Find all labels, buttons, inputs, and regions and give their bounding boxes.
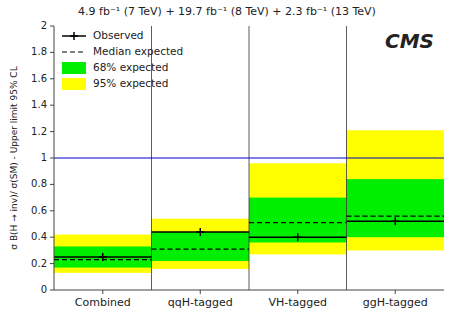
observed-marker: [391, 217, 399, 225]
y-tick-label: 1: [41, 152, 47, 163]
expected-line: [249, 222, 347, 223]
y-tick-label: 0.8: [31, 178, 47, 189]
band: [347, 179, 445, 237]
legend-label: Observed: [93, 29, 144, 41]
x-tick: [395, 290, 396, 294]
y-tick: [50, 158, 54, 159]
legend-label: 95% expected: [93, 77, 168, 89]
y-tick: [50, 131, 54, 132]
y-tick-label: 1.4: [31, 99, 47, 110]
y-tick: [50, 263, 54, 264]
x-tick: [297, 290, 298, 294]
expected-line: [347, 215, 445, 216]
observed-marker: [196, 228, 204, 236]
y-tick: [50, 26, 54, 27]
legend-label: 68% expected: [93, 61, 168, 73]
y-tick-label: 0.2: [31, 258, 47, 269]
expected-line: [152, 248, 250, 249]
band: [347, 130, 445, 250]
x-axis: [54, 290, 444, 291]
reference-line: [54, 157, 444, 158]
axes: 0 0.2 0.4 0.6 0.8 1 1.2 1.4 1.6 1.8 2 Combined qqH-t…: [31, 20, 444, 309]
y-tick-label: 2: [41, 20, 47, 31]
band: [249, 163, 347, 254]
y-tick: [50, 105, 54, 106]
y-tick-label: 0.6: [31, 205, 47, 216]
x-tick-label: ggH-tagged: [363, 296, 428, 309]
band: [152, 219, 250, 269]
y-tick-label: 1.8: [31, 46, 47, 57]
x-tick-label: VH-tagged: [268, 296, 327, 309]
y-tick: [50, 237, 54, 238]
x-tick-label: Combined: [75, 296, 131, 309]
y-tick: [50, 210, 54, 211]
x-tick: [200, 290, 201, 294]
band: [54, 235, 152, 273]
title: 4.9 fb⁻¹ (7 TeV) + 19.7 fb⁻¹ (8 TeV) + 2…: [78, 5, 376, 18]
legend-swatch: [62, 51, 86, 52]
y-axis-label: σ B(H → inv)/ σ(SM) - Upper limit 95% CL: [9, 66, 19, 249]
band: [152, 232, 250, 261]
y-tick: [50, 184, 54, 185]
band: [54, 246, 152, 267]
legend: Observed Median expected 68% expected 95% e…: [62, 29, 183, 90]
marks: [54, 26, 444, 290]
legend-swatch: [62, 62, 86, 74]
x-tick-label: qqH-tagged: [168, 296, 233, 309]
y-tick-label: 1.2: [31, 126, 47, 137]
x-tick: [102, 290, 103, 294]
y-tick-label: 0: [41, 284, 47, 295]
legend-label: Median expected: [93, 45, 183, 57]
expected-line: [54, 259, 152, 260]
y-tick: [50, 78, 54, 79]
chart: 0 0.2 0.4 0.6 0.8 1 1.2 1.4 1.6 1.8 2 Combined qqH-t…: [0, 0, 454, 320]
legend-swatch: [62, 78, 86, 90]
y-tick: [50, 290, 54, 291]
y-tick-label: 1.6: [31, 73, 47, 84]
observed-marker: [294, 233, 302, 241]
band: [249, 198, 347, 243]
experiment-label: CMS: [385, 29, 434, 53]
y-tick: [50, 52, 54, 53]
y-tick-label: 0.4: [31, 231, 47, 242]
legend-marker: [70, 32, 78, 40]
